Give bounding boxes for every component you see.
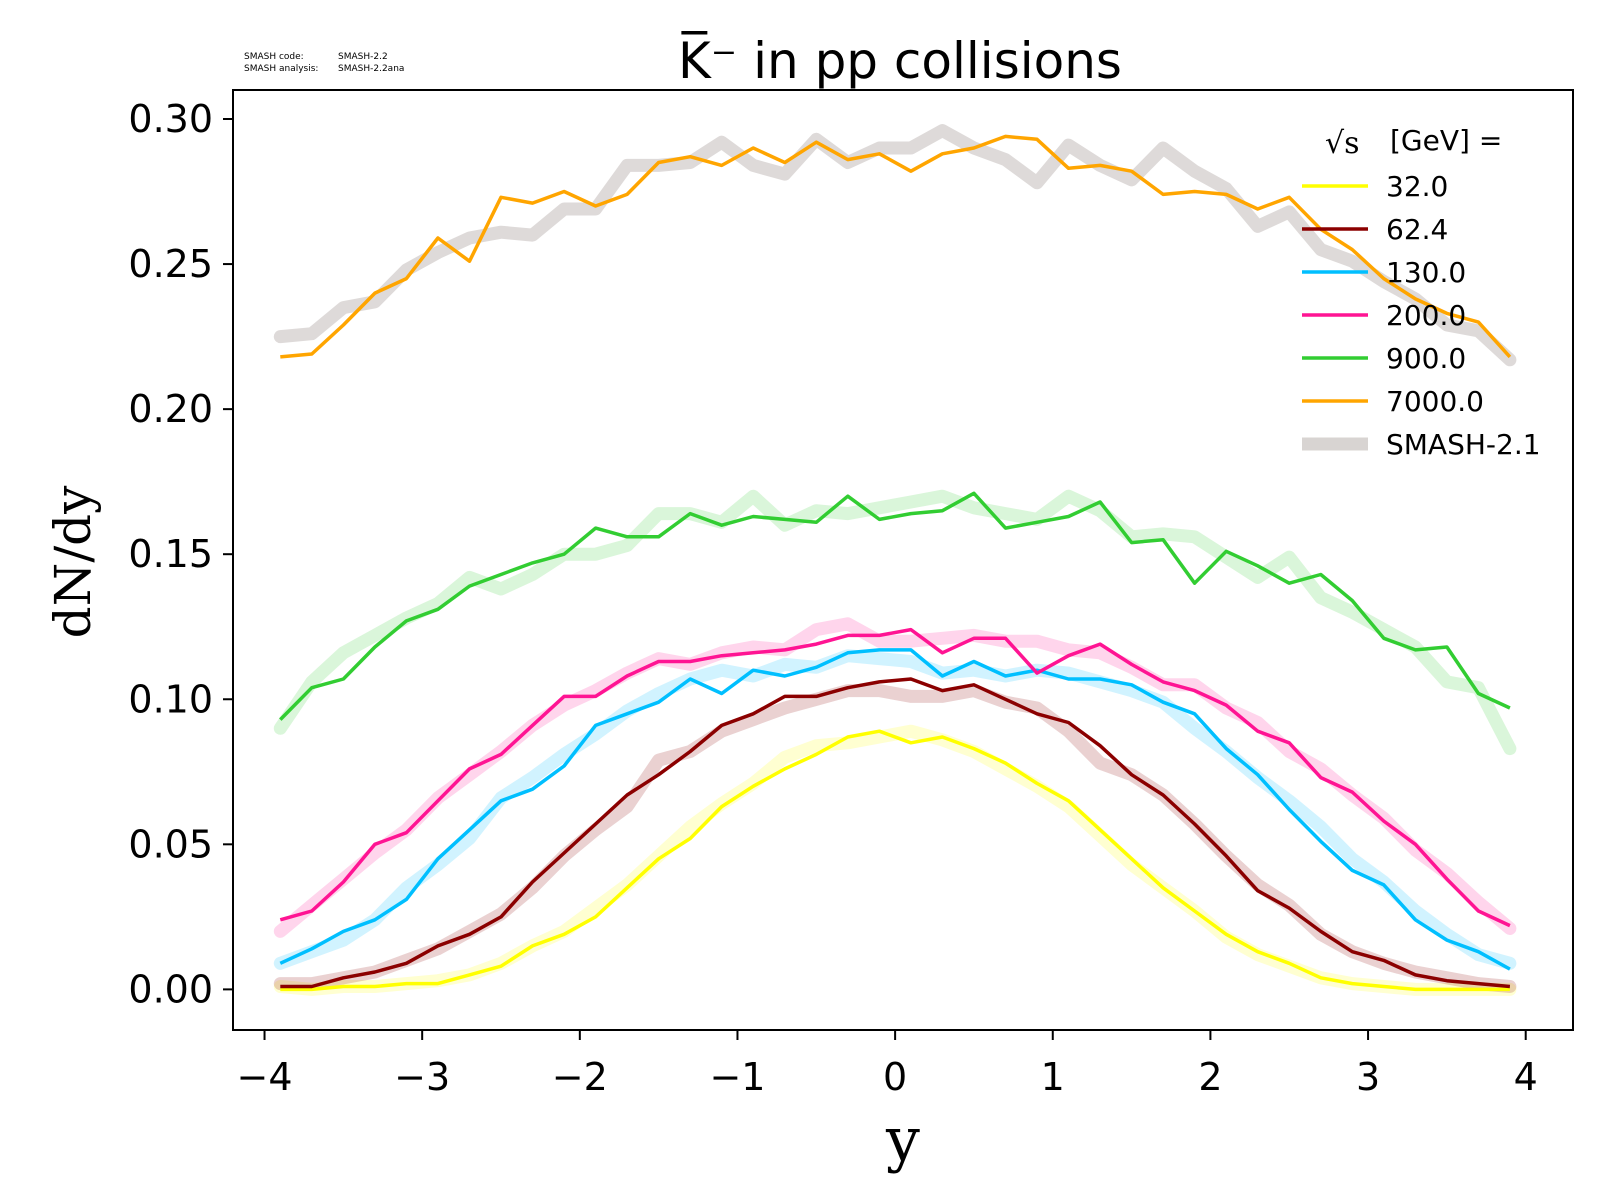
series-line-7000.0: [280, 134, 1512, 359]
y-axis: 0.00 0.05 0.10 0.15 0.20 0.25 0.30: [128, 97, 233, 1011]
x-tick-label: 0: [883, 1055, 907, 1099]
series-line-900.0: [279, 491, 1511, 721]
chart-title: K̅⁻ in pp collisions: [678, 31, 1122, 90]
y-tick-label: 0.30: [128, 97, 213, 141]
series-reference-line-7000.0: [273, 124, 1517, 367]
x-axis: −4 −3 −2 −1 0 1 2 3 4: [237, 1030, 1538, 1099]
x-tick-label: 2: [1198, 1055, 1222, 1099]
series-line-62.4: [280, 677, 1511, 989]
legend: √s [GeV] = 32.0 62.4 130.0 200.0 900.0 7000.0 SM…: [1302, 124, 1541, 461]
legend-label-7000.0: 7000.0: [1386, 385, 1484, 418]
y-tick-label: 0.10: [128, 677, 213, 721]
series-reference-line-900.0: [273, 489, 1517, 756]
series-layer: [273, 124, 1517, 996]
x-tick-label: −4: [237, 1055, 293, 1099]
series-reference-line-200.0: [273, 617, 1517, 938]
legend-label-reference: SMASH-2.1: [1386, 428, 1541, 461]
legend-label-62.4: 62.4: [1386, 213, 1448, 246]
y-tick-label: 0.05: [128, 822, 213, 866]
smash-version-watermark: SMASH code: SMASH-2.2 SMASH analysis: SM…: [244, 52, 404, 74]
series-line-32.0: [280, 729, 1510, 992]
x-tick-label: 1: [1041, 1055, 1065, 1099]
x-tick-label: −2: [552, 1055, 608, 1099]
legend-label-900.0: 900.0: [1386, 342, 1466, 375]
y-tick-label: 0.20: [128, 387, 213, 431]
plot-frame: [232, 89, 1574, 1031]
legend-label-200.0: 200.0: [1386, 299, 1466, 332]
y-tick-label: 0.00: [128, 967, 213, 1011]
series-line-130.0: [279, 648, 1511, 971]
x-tick-label: 4: [1514, 1055, 1538, 1099]
watermark-code-value: SMASH-2.2: [338, 52, 388, 62]
y-tick-label: 0.25: [128, 242, 213, 286]
x-tick-label: −3: [394, 1055, 450, 1099]
legend-label-130.0: 130.0: [1386, 256, 1466, 289]
watermark-analysis-value: SMASH-2.2ana: [338, 64, 404, 74]
y-axis-label: dN/dy: [44, 485, 102, 639]
y-tick-label: 0.15: [128, 532, 213, 576]
watermark-analysis-label: SMASH analysis:: [244, 64, 318, 74]
watermark-code-label: SMASH code:: [244, 52, 304, 62]
x-tick-label: −1: [709, 1055, 765, 1099]
x-tick-label: 3: [1356, 1055, 1380, 1099]
legend-label-32.0: 32.0: [1386, 170, 1448, 203]
legend-title: [GeV] =: [1390, 124, 1502, 157]
legend-title-sqrt-s: √s: [1325, 126, 1360, 161]
series-reference-line-130.0: [273, 649, 1517, 970]
series-line-200.0: [279, 627, 1511, 928]
x-axis-label: y: [885, 1105, 920, 1175]
